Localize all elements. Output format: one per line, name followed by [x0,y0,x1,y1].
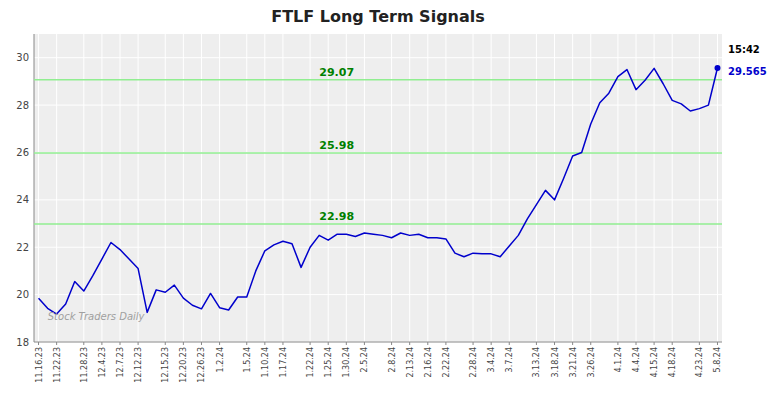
y-tick-label: 24 [16,194,29,205]
x-tick-label: 3.7.24 [505,347,514,372]
x-tick-label: 1.2.24 [216,347,225,372]
x-tick-label: 1.5.24 [243,347,252,372]
x-tick-label: 11.22.23 [53,347,62,383]
price-annotation: 29.565 [728,66,767,77]
x-tick-label: 1.10.24 [261,347,270,378]
reference-line [34,79,722,81]
y-tick-label: 20 [16,289,29,300]
x-tick-label: 1.17.24 [279,347,288,378]
x-tick-label: 3.4.24 [487,347,496,372]
chart: FTLF Long Term Signals 18 20 22 24 26 28 30 11.1… [0,0,784,398]
x-axis [34,342,722,343]
x-tick-label: 4.4.24 [632,347,641,372]
x-tick-label: 4.23.24 [695,347,704,378]
y-tick-label: 22 [16,242,29,253]
grid-line [34,199,722,200]
x-tick-label: 12.26.23 [197,347,206,383]
reference-label: 25.98 [319,139,354,152]
reference-line [34,152,722,154]
last-point [714,65,720,71]
x-tick-label: 3.26.24 [587,347,596,378]
reference-label: 22.98 [319,210,354,223]
x-tick-label: 2.22.24 [442,347,451,378]
x-tick-label: 1.22.24 [306,347,315,378]
x-tick-label: 4.1.24 [614,347,623,372]
plot-marks [34,65,722,314]
x-tick-label: 12.4.23 [98,347,107,378]
x-tick-label: 4.15.24 [650,347,659,378]
watermark: Stock Traders Daily [48,311,146,322]
x-tick-label: 11.16.23 [35,347,44,383]
plot-area [34,34,722,342]
y-tick-label: 28 [16,100,29,111]
x-tick-label: 2.16.24 [424,347,433,378]
x-tick-label: 12.7.23 [116,347,125,378]
x-tick-label: 12.15.23 [161,347,170,383]
x-tick-label: 3.18.24 [551,347,560,378]
x-tick-label: 3.13.24 [532,347,541,378]
x-tick-label: 1.30.24 [342,347,351,378]
y-tick-label: 30 [16,52,29,63]
grid-line [34,105,722,106]
grid-line [34,152,722,153]
x-tick-label: 2.5.24 [360,347,369,372]
grid-line [34,247,722,248]
reference-label: 29.07 [319,66,354,79]
time-annotation: 15:42 [728,44,760,55]
x-tick-label: 2.8.24 [388,347,397,372]
reference-line [34,223,722,225]
grid-line [34,342,722,343]
x-tick-label: 2.13.24 [406,347,415,378]
x-tick-label: 3.21.24 [569,347,578,378]
grid-line [34,57,722,58]
title: FTLF Long Term Signals [271,7,485,26]
x-tick-label: 11.28.23 [80,347,89,383]
grid-line [34,294,722,295]
x-tick-label: 5.8.24 [713,347,722,372]
x-tick-label: 1.25.24 [324,347,333,378]
x-tick-label: 12.12.23 [134,347,143,383]
y-tick-label: 26 [16,147,29,158]
grid [34,34,722,342]
y-tick-label: 18 [16,337,29,348]
price-line [39,68,718,314]
x-tick-label: 4.18.24 [668,347,677,378]
x-tick-label: 12.20.23 [179,347,188,383]
x-tick-label: 2.28.24 [469,347,478,378]
